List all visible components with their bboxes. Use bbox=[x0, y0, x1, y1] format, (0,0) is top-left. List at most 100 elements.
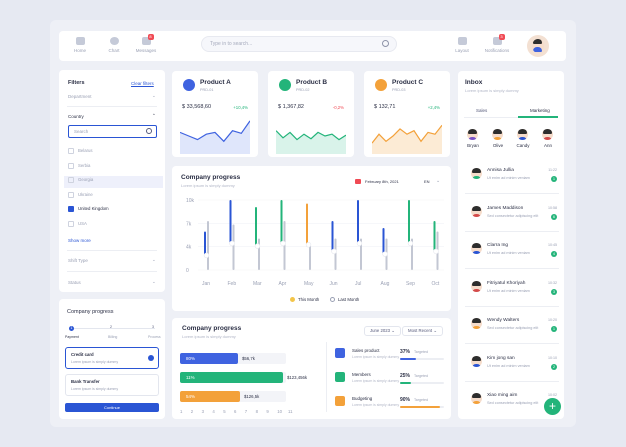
item-fill bbox=[400, 406, 440, 408]
sender-name: James Maddison bbox=[487, 205, 524, 211]
country-search-input[interactable]: Search bbox=[68, 125, 157, 138]
message-item[interactable]: James Maddison Sed consectetur adipiscing… bbox=[465, 204, 559, 232]
bar-this-month bbox=[204, 231, 206, 256]
product-code: PRD-01 bbox=[200, 88, 214, 92]
bar-knob bbox=[280, 240, 286, 247]
message-preview: Ut enim ad minim veniam bbox=[487, 251, 530, 255]
country-label: Serbia bbox=[78, 162, 91, 168]
chevron-down-icon[interactable]: ⌄ bbox=[152, 93, 156, 98]
sparkline-area bbox=[276, 130, 346, 154]
unread-count: 3 bbox=[551, 288, 557, 295]
nav-home[interactable]: Home bbox=[65, 37, 95, 53]
unread-count: 1 bbox=[551, 176, 557, 182]
message-item[interactable]: Clarra Ing Ut enim ad minim veniam 10:45 4 bbox=[465, 241, 559, 269]
message-preview: Ut enim ad minim veniam bbox=[487, 176, 530, 180]
credit-card-option[interactable]: Credit card Lorem ipsum is simply dummy bbox=[65, 347, 159, 369]
product-value: $ 132,71 bbox=[374, 104, 396, 110]
progress-bar: 80% bbox=[180, 353, 238, 364]
checkbox-icon[interactable] bbox=[68, 148, 74, 154]
chevron-down-icon[interactable]: ⌄ bbox=[152, 257, 156, 262]
country-option[interactable]: USA bbox=[68, 220, 87, 227]
item-label: Budgeting bbox=[352, 396, 373, 401]
checkbox-icon[interactable] bbox=[68, 177, 74, 183]
sender-avatar-icon bbox=[471, 205, 482, 217]
checkbox-icon[interactable] bbox=[68, 220, 74, 227]
inbox-person[interactable]: Olive bbox=[487, 129, 509, 148]
x-tick-label: 5 bbox=[223, 409, 226, 414]
tab-marketing[interactable]: Marketing bbox=[530, 108, 550, 113]
country-option[interactable]: Georgia bbox=[68, 177, 93, 183]
tabs-divider bbox=[464, 117, 558, 118]
bar-last-month bbox=[258, 238, 260, 270]
checkbox-checked-icon[interactable] bbox=[68, 206, 74, 212]
bar-this-month bbox=[306, 203, 308, 245]
product-card[interactable]: Product B PRD-02 $ 1,367,82 -0,2% bbox=[268, 71, 354, 157]
chevron-up-icon[interactable]: ⌃ bbox=[152, 113, 156, 118]
product-card[interactable]: Product A PRD-01 $ 33,568,60 +10,4% bbox=[172, 71, 258, 157]
sparkline bbox=[372, 124, 442, 154]
step-label-process: Process bbox=[148, 335, 161, 339]
checkbox-icon[interactable] bbox=[68, 162, 74, 169]
message-item[interactable]: Xiao ming aim Sed consectetur adipiscing … bbox=[465, 391, 559, 411]
country-label[interactable]: Country bbox=[68, 114, 84, 119]
tab-sales[interactable]: Sales bbox=[476, 108, 488, 113]
step-label-payment: Payment bbox=[65, 335, 79, 339]
date-picker[interactable]: February 8th, 2021 bbox=[365, 179, 399, 184]
sparkline bbox=[276, 130, 346, 154]
status-select[interactable]: Status bbox=[68, 280, 81, 285]
product-icon bbox=[375, 79, 387, 91]
country-option[interactable]: United Kingdom bbox=[68, 206, 109, 212]
continue-button[interactable]: Continue bbox=[65, 403, 159, 412]
product-name: Product A bbox=[200, 79, 231, 86]
item-percent: 37% bbox=[400, 349, 411, 355]
inbox-person[interactable]: Bryan bbox=[462, 129, 484, 148]
bar-knob bbox=[331, 248, 337, 255]
country-option[interactable]: Ukraine bbox=[68, 191, 93, 198]
nav-chart[interactable]: Chart bbox=[99, 37, 129, 53]
department-select[interactable]: Department bbox=[68, 94, 92, 99]
chevron-down-icon[interactable]: ⌄ bbox=[152, 279, 156, 284]
user-avatar[interactable] bbox=[527, 35, 549, 57]
bank-transfer-option[interactable]: Bank Transfer Lorem ipsum is simply dumm… bbox=[65, 374, 159, 396]
message-item[interactable]: Fitriyatul Khoriyah Ut enim ad minim veni… bbox=[465, 279, 559, 307]
unread-count: 6 bbox=[551, 213, 557, 220]
product-card[interactable]: Product C PRD-03 $ 132,71 +2,4% bbox=[364, 71, 450, 157]
show-more-link[interactable]: Show more bbox=[68, 238, 91, 243]
bar-this-month bbox=[255, 207, 257, 247]
product-change: +10,4% bbox=[233, 105, 248, 110]
x-tick-label: 8 bbox=[255, 409, 258, 414]
language-select[interactable]: EN bbox=[424, 179, 430, 184]
sender-name: Clarra Ing bbox=[487, 243, 509, 248]
country-option[interactable]: Belarus bbox=[68, 148, 93, 154]
search-placeholder: Type in to search... bbox=[210, 41, 253, 47]
nav-notifications[interactable]: 3 Notifications bbox=[479, 34, 515, 53]
product-name: Product B bbox=[296, 79, 328, 86]
clear-filters-link[interactable]: Clear filters bbox=[131, 81, 154, 86]
bar-knob bbox=[203, 252, 210, 259]
shift-type-select[interactable]: Shift Type bbox=[68, 258, 88, 263]
month-select[interactable]: June 2023 ⌄ bbox=[364, 326, 401, 336]
message-time: 10:45 bbox=[548, 243, 557, 247]
country-option[interactable]: Serbia bbox=[68, 162, 91, 169]
sort-select[interactable]: Most Recent ⌄ bbox=[402, 326, 443, 336]
steps-title: Company progress bbox=[67, 309, 114, 315]
new-message-button[interactable]: + bbox=[544, 398, 561, 415]
message-item[interactable]: Wendy Walters Sed consectetur adipiscing … bbox=[465, 316, 559, 344]
search-icon[interactable] bbox=[382, 40, 389, 47]
nav-messages[interactable]: 8 Messages bbox=[131, 34, 161, 53]
legend-this-month: This Month bbox=[298, 297, 320, 302]
divider bbox=[67, 106, 157, 107]
bar-this-month bbox=[408, 200, 410, 244]
chevron-down-icon[interactable]: ⌄ bbox=[436, 178, 441, 184]
y-tick-label: 10k bbox=[186, 198, 195, 204]
inbox-person[interactable]: Ann bbox=[537, 129, 559, 148]
message-item[interactable]: Annisa Jullia Ut enim ad minim veniam 11:2… bbox=[465, 166, 559, 194]
inbox-person[interactable]: Candy bbox=[512, 129, 534, 148]
nav-layout[interactable]: Layout bbox=[447, 37, 477, 53]
search-input[interactable]: Type in to search... bbox=[201, 36, 397, 52]
message-item[interactable]: Kim jong san Ut enim ad minim veniam 10:10… bbox=[465, 354, 559, 382]
item-track bbox=[400, 358, 444, 360]
person-avatar-icon bbox=[542, 129, 553, 140]
product-value: $ 1,367,82 bbox=[278, 104, 304, 110]
checkbox-icon[interactable] bbox=[68, 191, 74, 198]
